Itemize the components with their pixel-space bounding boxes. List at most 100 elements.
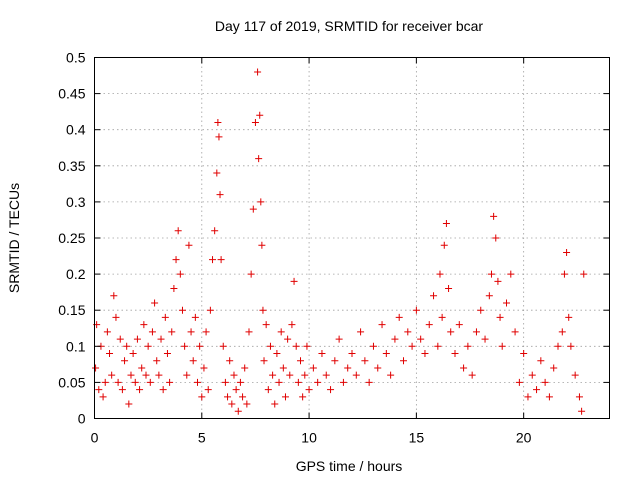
data-point	[146, 378, 154, 386]
data-point	[116, 335, 124, 343]
x-tick-label: 15	[409, 430, 425, 446]
data-point	[251, 118, 259, 126]
data-point	[468, 371, 476, 379]
data-point	[255, 155, 263, 163]
data-point	[181, 342, 189, 350]
y-axis-title: SRMTID / TECUs	[6, 183, 22, 293]
data-point	[168, 328, 176, 336]
data-point	[153, 357, 161, 365]
data-point	[215, 133, 223, 141]
data-point	[209, 256, 217, 264]
data-point	[136, 386, 144, 394]
data-point	[106, 350, 114, 358]
data-point	[187, 328, 195, 336]
data-point	[123, 342, 131, 350]
data-point	[95, 386, 103, 394]
data-point	[404, 328, 412, 336]
x-tick-label: 10	[301, 430, 317, 446]
data-point	[520, 350, 528, 358]
data-point	[140, 321, 148, 329]
data-point	[447, 328, 455, 336]
data-point	[318, 350, 326, 358]
chart-title: Day 117 of 2019, SRMTID for receiver bca…	[215, 18, 484, 34]
data-point	[503, 299, 510, 307]
data-point	[533, 386, 541, 394]
data-point	[387, 371, 395, 379]
x-tick-label: 5	[198, 430, 206, 446]
data-point	[206, 306, 214, 314]
data-point	[442, 220, 450, 228]
data-point	[378, 321, 386, 329]
y-tick-label: 0.35	[58, 158, 85, 174]
data-point	[335, 335, 343, 343]
data-point	[178, 306, 186, 314]
data-point	[213, 169, 221, 177]
y-tick-label: 0.15	[58, 302, 85, 318]
data-point	[344, 364, 352, 372]
y-tick-label: 0.3	[66, 194, 86, 210]
data-point	[260, 357, 268, 365]
data-point	[131, 378, 139, 386]
data-point	[425, 321, 433, 329]
data-point	[303, 342, 311, 350]
data-point	[144, 342, 152, 350]
data-point	[305, 386, 313, 394]
data-point	[262, 321, 270, 329]
data-point	[560, 270, 568, 278]
data-point	[202, 328, 210, 336]
gridlines	[94, 57, 610, 419]
data-point	[159, 386, 167, 394]
data-point	[565, 313, 573, 321]
data-point	[129, 350, 137, 358]
data-point	[221, 378, 229, 386]
data-point	[211, 227, 219, 235]
data-point	[133, 335, 141, 343]
data-point	[496, 313, 504, 321]
data-point	[204, 386, 212, 394]
data-point	[161, 313, 169, 321]
y-tick-label: 0.4	[66, 122, 86, 138]
data-point	[578, 407, 586, 415]
data-point	[299, 393, 307, 401]
data-point	[125, 400, 133, 408]
data-point	[494, 277, 502, 285]
data-point	[485, 292, 493, 300]
data-point	[545, 393, 553, 401]
data-point	[151, 299, 159, 307]
data-point	[451, 350, 459, 358]
axis-ticks	[94, 57, 610, 419]
data-point	[511, 328, 519, 336]
data-point	[216, 191, 224, 199]
data-point	[575, 393, 583, 401]
data-point	[245, 328, 253, 336]
data-point	[492, 234, 500, 242]
data-point	[507, 270, 515, 278]
data-point	[361, 357, 369, 365]
data-point	[477, 306, 485, 314]
data-point	[257, 198, 265, 206]
data-point	[430, 292, 438, 300]
data-point	[417, 335, 425, 343]
y-tick-label: 0.05	[58, 374, 85, 390]
data-point	[269, 371, 277, 379]
data-point	[277, 328, 285, 336]
data-point	[412, 306, 420, 314]
data-point	[288, 321, 296, 329]
data-point	[228, 400, 236, 408]
data-point	[369, 342, 377, 350]
data-point	[440, 241, 448, 249]
data-point	[194, 378, 201, 386]
data-point	[198, 393, 206, 401]
data-point	[275, 378, 283, 386]
data-point	[183, 371, 191, 379]
data-point	[567, 342, 575, 350]
data-point	[273, 350, 281, 358]
data-point	[487, 270, 495, 278]
data-point	[259, 306, 267, 314]
data-point	[189, 357, 197, 365]
data-point	[230, 371, 238, 379]
data-point	[127, 371, 135, 379]
data-point	[264, 386, 272, 394]
data-point	[121, 357, 129, 365]
